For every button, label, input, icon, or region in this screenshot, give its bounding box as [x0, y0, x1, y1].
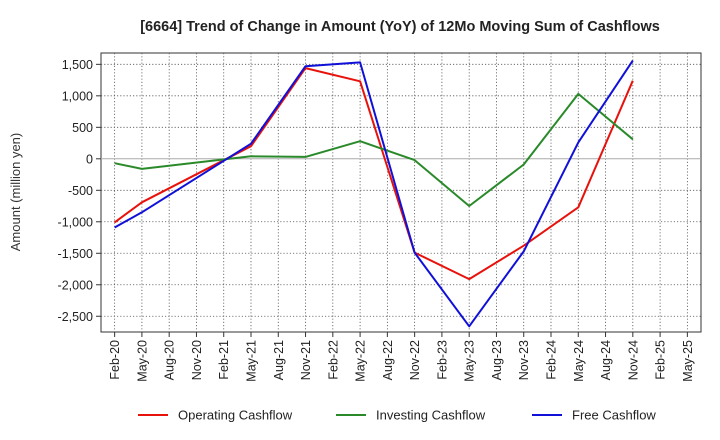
y-tick-label: 500 [72, 121, 93, 135]
legend-label-investing-cashflow: Investing Cashflow [376, 408, 486, 423]
x-tick-label: Nov-23 [517, 340, 531, 380]
x-axis-ticks: Feb-20 May-20 Aug-20 Nov-20 Feb-21 May-21 Aug-… [108, 332, 695, 382]
y-tick-label: 1,500 [62, 58, 93, 72]
x-tick-label: May-24 [572, 340, 586, 382]
y-tick-label: -500 [68, 184, 93, 198]
plot-area [100, 52, 702, 333]
series-line-investing-cashflow [114, 92, 634, 207]
x-tick-label: Aug-20 [163, 340, 177, 380]
x-tick-label: Aug-22 [381, 340, 395, 380]
x-tick-label: May-22 [354, 340, 368, 382]
x-tick-label: Feb-24 [545, 340, 559, 380]
x-tick-label: Feb-21 [217, 340, 231, 380]
series-lines [114, 60, 634, 328]
y-tick-label: -1,000 [58, 215, 93, 229]
legend: Operating Cashflow Investing Cashflow Free… [138, 408, 656, 423]
y-tick-label: -1,500 [58, 247, 93, 261]
y-axis-ticks: 1,500 1,000 500 0 -500 -1,000 -1,500 -2,000 -2,5… [58, 58, 101, 324]
x-tick-label: Nov-20 [190, 340, 204, 380]
x-tick-label: Feb-23 [435, 340, 449, 380]
x-tick-label: Feb-22 [326, 340, 340, 380]
legend-label-operating-cashflow: Operating Cashflow [178, 408, 293, 423]
gridlines [101, 53, 701, 332]
x-tick-label: May-23 [463, 340, 477, 382]
x-tick-label: May-20 [135, 340, 149, 382]
series-line-operating-cashflow [114, 67, 634, 281]
chart-title: [6664] Trend of Change in Amount (YoY) o… [140, 19, 660, 35]
x-tick-label: Nov-24 [626, 340, 640, 380]
y-tick-label: 0 [86, 152, 93, 166]
series-line-free-cashflow [114, 60, 634, 328]
y-tick-label: -2,500 [58, 310, 93, 324]
x-tick-label: Aug-24 [599, 340, 613, 380]
y-axis-label: Amount (million yen) [8, 133, 23, 252]
x-tick-label: Nov-22 [408, 340, 422, 380]
x-tick-label: May-25 [681, 340, 695, 382]
x-tick-label: Feb-25 [654, 340, 668, 380]
y-tick-label: 1,000 [62, 89, 93, 103]
x-tick-label: Nov-21 [299, 340, 313, 380]
x-tick-label: Aug-21 [272, 340, 286, 380]
x-tick-label: Aug-23 [490, 340, 504, 380]
x-tick-label: Feb-20 [108, 340, 122, 380]
legend-label-free-cashflow: Free Cashflow [572, 408, 656, 423]
y-tick-label: -2,000 [58, 278, 93, 292]
x-tick-label: May-21 [245, 340, 259, 382]
